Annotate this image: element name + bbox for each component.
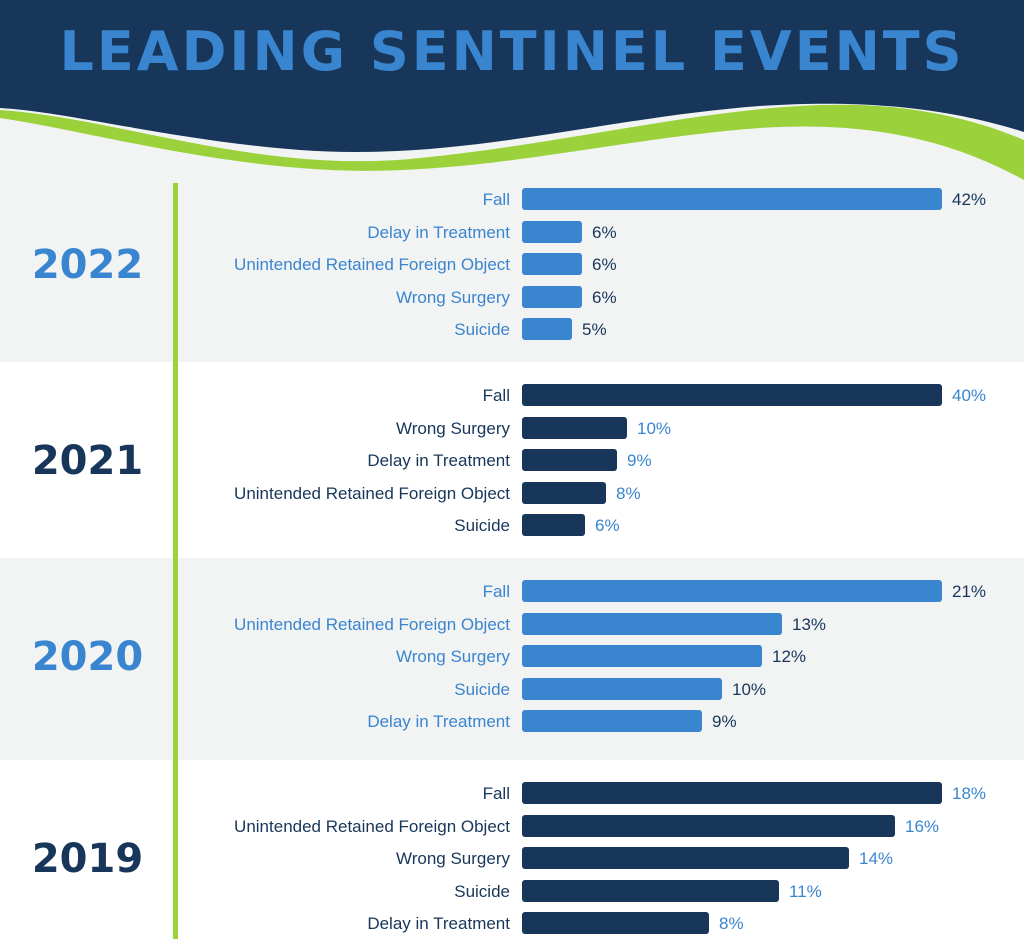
value-label: 8% xyxy=(719,914,744,934)
year-label: 2020 xyxy=(31,634,144,680)
bar-row: Delay in Treatment 6% xyxy=(0,220,1024,245)
bar xyxy=(522,677,722,700)
bar xyxy=(522,220,582,243)
bar xyxy=(522,514,585,537)
bar xyxy=(522,612,782,635)
bar-row: Delay in Treatment 8% xyxy=(0,912,1024,936)
bar xyxy=(522,188,942,210)
bar xyxy=(522,253,582,276)
category-label: Suicide xyxy=(454,881,510,901)
value-label: 6% xyxy=(592,255,617,275)
category-label: Suicide xyxy=(454,320,510,340)
category-label: Fall xyxy=(482,582,510,601)
value-label: 18% xyxy=(952,784,987,803)
bar-row: Wrong Surgery 14% xyxy=(0,847,1024,871)
bar-row: Fall 18% xyxy=(0,782,1024,806)
bar-row: Fall 21% xyxy=(0,580,1024,604)
section-2020: 2020 Fall 21% Unintended Retained Foreign O… xyxy=(0,558,1024,760)
bar xyxy=(522,481,606,504)
bar xyxy=(522,416,627,439)
value-label: 8% xyxy=(616,483,641,503)
category-label: Delay in Treatment xyxy=(367,222,510,242)
bar-row: Unintended Retained Foreign Object 8% xyxy=(0,481,1024,506)
bar xyxy=(522,782,942,804)
category-label: Wrong Surgery xyxy=(395,849,510,869)
bar-row: Suicide 11% xyxy=(0,879,1024,904)
value-label: 42% xyxy=(952,190,987,209)
category-label: Fall xyxy=(482,190,510,209)
section-2022: 2022 Fall 42% Delay in Treatment 6% Unintende… xyxy=(0,166,1024,362)
bar xyxy=(522,580,942,602)
category-label: Delay in Treatment xyxy=(367,914,510,934)
value-label: 10% xyxy=(637,418,672,438)
bar xyxy=(522,384,942,406)
category-label: Unintended Retained Foreign Object xyxy=(234,255,510,275)
category-label: Suicide xyxy=(454,679,510,699)
section-2019: 2019 Fall 18% Unintended Retained Foreign O… xyxy=(0,760,1024,939)
bar xyxy=(522,318,572,341)
category-label: Fall xyxy=(482,784,510,803)
category-label: Unintended Retained Foreign Object xyxy=(234,816,510,836)
header-banner: LEADING SENTINEL EVENTS xyxy=(0,0,1024,190)
bar-row: Suicide 10% xyxy=(0,677,1024,702)
bar-row: Fall 42% xyxy=(0,188,1024,212)
bar xyxy=(522,879,779,902)
category-label: Fall xyxy=(482,386,510,405)
bar-row: Delay in Treatment 9% xyxy=(0,449,1024,473)
bar xyxy=(522,449,617,472)
category-label: Wrong Surgery xyxy=(395,418,510,438)
bar xyxy=(522,814,895,837)
bar-row: Suicide 5% xyxy=(0,318,1024,342)
bar-row: Wrong Surgery 12% xyxy=(0,645,1024,669)
category-label: Delay in Treatment xyxy=(367,451,510,471)
bar xyxy=(522,285,582,308)
header-wave xyxy=(0,0,1024,180)
category-label: Wrong Surgery xyxy=(395,287,510,307)
value-label: 6% xyxy=(595,516,620,536)
value-label: 21% xyxy=(952,582,987,601)
value-label: 14% xyxy=(859,849,894,869)
category-label: Unintended Retained Foreign Object xyxy=(234,483,510,503)
bar-row: Fall 40% xyxy=(0,384,1024,408)
value-label: 6% xyxy=(592,222,617,242)
value-label: 16% xyxy=(905,816,940,836)
bar-row: Delay in Treatment 9% xyxy=(0,710,1024,734)
category-label: Unintended Retained Foreign Object xyxy=(234,614,510,634)
bar xyxy=(522,912,709,935)
bar-row: Suicide 6% xyxy=(0,514,1024,538)
bar-row: Unintended Retained Foreign Object 16% xyxy=(0,814,1024,839)
value-label: 6% xyxy=(592,287,617,307)
value-label: 40% xyxy=(952,386,987,405)
bar-row: Wrong Surgery 10% xyxy=(0,416,1024,441)
bar-row: Wrong Surgery 6% xyxy=(0,285,1024,310)
value-label: 9% xyxy=(627,451,652,471)
timeline-line xyxy=(173,183,178,939)
year-label: 2019 xyxy=(31,836,144,882)
value-label: 12% xyxy=(772,647,807,667)
year-label: 2021 xyxy=(31,438,144,484)
value-label: 9% xyxy=(712,712,737,732)
bar xyxy=(522,847,849,870)
category-label: Wrong Surgery xyxy=(395,647,510,667)
section-2021: 2021 Fall 40% Wrong Surgery 10% Delay in Trea… xyxy=(0,362,1024,558)
bar-row: Unintended Retained Foreign Object 6% xyxy=(0,253,1024,277)
value-label: 11% xyxy=(789,881,822,901)
bar xyxy=(522,645,762,668)
value-label: 10% xyxy=(732,679,767,699)
bar xyxy=(522,710,702,733)
value-label: 13% xyxy=(792,614,827,634)
year-label: 2022 xyxy=(31,242,144,288)
category-label: Delay in Treatment xyxy=(367,712,510,732)
value-label: 5% xyxy=(582,320,607,340)
page-title: LEADING SENTINEL EVENTS xyxy=(59,20,965,83)
category-label: Suicide xyxy=(454,516,510,536)
bar-row: Unintended Retained Foreign Object 13% xyxy=(0,612,1024,637)
